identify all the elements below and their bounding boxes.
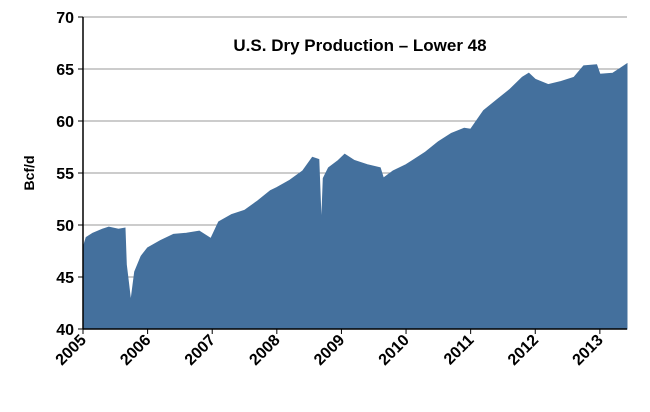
x-tick-label: 2008 (246, 332, 283, 369)
y-tick-label: 70 (56, 10, 74, 27)
y-axis-label: Bcf/d (21, 156, 37, 191)
x-tick-label: 2011 (441, 332, 478, 369)
x-tick-label: 2009 (311, 332, 348, 369)
x-tick-label: 2010 (376, 332, 413, 369)
x-tick-label: 2013 (570, 332, 607, 369)
area (82, 62, 628, 330)
x-tick-label: 2006 (117, 332, 154, 369)
x-tick-label: 2007 (182, 332, 219, 369)
y-tick-label: 65 (56, 62, 74, 79)
x-tick-label: 2012 (505, 332, 542, 369)
y-tick-label: 60 (56, 114, 74, 131)
y-tick-label: 40 (56, 322, 74, 339)
chart-title: U.S. Dry Production – Lower 48 (233, 36, 486, 55)
y-tick-label: 50 (56, 218, 74, 235)
y-tick-label: 55 (56, 166, 74, 183)
y-tick-label: 45 (56, 270, 74, 287)
